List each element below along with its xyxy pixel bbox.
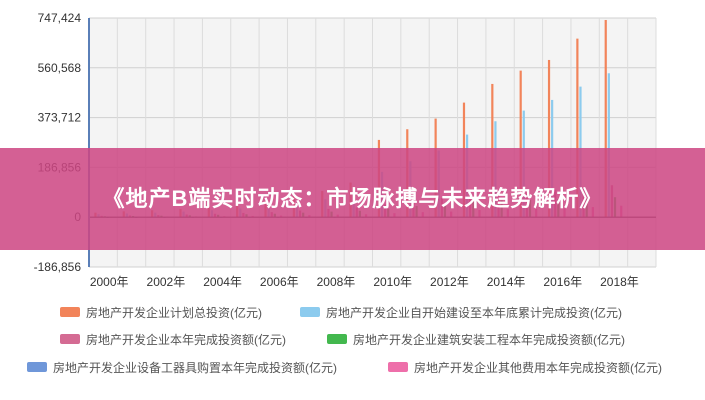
x-tick-label: 2014年 — [487, 275, 526, 289]
y-tick-label: 747,424 — [38, 11, 82, 25]
legend-item-equipment[interactable]: 房地产开发企业设备工器具购置本年完成投资额(亿元) — [27, 359, 337, 375]
legend-label-annual: 房地产开发企业本年完成投资额(亿元) — [86, 332, 286, 347]
y-tick-label: -186,856 — [34, 260, 82, 274]
x-tick-label: 2002年 — [147, 275, 186, 289]
legend-label-plan: 房地产开发企业计划总投资(亿元) — [86, 305, 262, 320]
x-tick-label: 2018年 — [600, 275, 639, 289]
legend-swatch-other — [388, 362, 408, 372]
banner-title: 《地产B端实时动态：市场脉搏与未来趋势解析》 — [102, 186, 603, 211]
legend-swatch-construction — [327, 334, 347, 344]
bar-plan — [576, 38, 579, 218]
legend-swatch-equipment — [27, 362, 47, 372]
bar-plan — [519, 70, 522, 218]
legend-swatch-cumulative — [300, 307, 320, 317]
x-tick-label: 2010年 — [373, 275, 412, 289]
y-tick-label: 373,712 — [38, 111, 82, 125]
legend-swatch-annual — [60, 334, 80, 344]
legend-label-other: 房地产开发企业其他费用本年完成投资额(亿元) — [414, 360, 662, 375]
legend-swatch-plan — [60, 307, 80, 317]
x-tick-label: 2000年 — [90, 275, 129, 289]
legend-item-cumulative[interactable]: 房地产开发企业自开始建设至本年底累计完成投资(亿元) — [300, 304, 622, 320]
legend-item-other[interactable]: 房地产开发企业其他费用本年完成投资额(亿元) — [388, 359, 662, 375]
x-tick-label: 2004年 — [203, 275, 242, 289]
bar-plan — [547, 59, 551, 218]
legend-label-equipment: 房地产开发企业设备工器具购置本年完成投资额(亿元) — [53, 360, 337, 375]
legend-label-cumulative: 房地产开发企业自开始建设至本年底累计完成投资(亿元) — [326, 305, 622, 320]
x-tick-label: 2008年 — [317, 275, 356, 289]
x-tick-label: 2016年 — [543, 275, 582, 289]
legend-item-plan[interactable]: 房地产开发企业计划总投资(亿元) — [60, 304, 262, 320]
legend-item-annual[interactable]: 房地产开发企业本年完成投资额(亿元) — [60, 331, 286, 347]
title-banner: 《地产B端实时动态：市场脉搏与未来趋势解析》 — [0, 148, 705, 250]
x-tick-label: 2012年 — [430, 275, 469, 289]
legend-item-construction[interactable]: 房地产开发企业建筑安装工程本年完成投资额(亿元) — [327, 331, 625, 347]
y-tick-label: 560,568 — [38, 61, 82, 75]
bar-cumulative — [607, 73, 610, 218]
x-tick-label: 2006年 — [260, 275, 299, 289]
legend-label-construction: 房地产开发企业建筑安装工程本年完成投资额(亿元) — [353, 332, 625, 347]
bar-plan — [604, 19, 607, 218]
